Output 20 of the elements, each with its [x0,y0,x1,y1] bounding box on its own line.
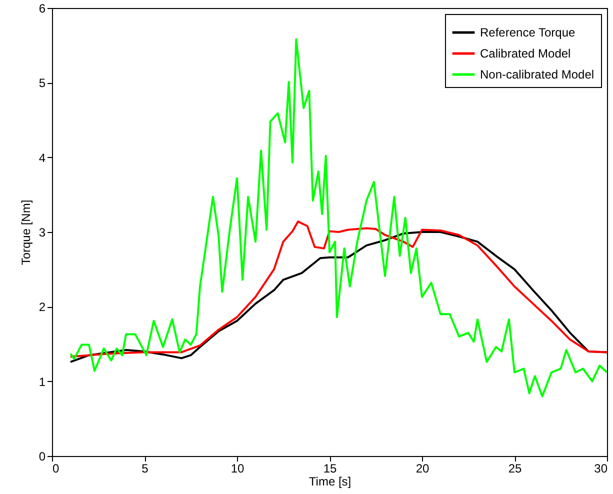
y-tick-label: 0 [38,450,46,464]
x-tick-label: 30 [594,462,608,476]
line-series [70,38,607,398]
x-axis-title: Time [s] [308,474,352,488]
y-tick-label: 2 [38,300,46,314]
y-axis-title: Torque [Nm] [18,200,33,266]
x-tick-label: 15 [323,462,337,476]
legend-label: Non-calibrated Model [480,68,594,82]
legend-label: Calibrated Model [480,46,571,60]
y-tick-label: 1 [38,374,46,389]
x-tick-label: 10 [230,462,244,476]
y-tick-label: 4 [38,150,46,165]
y-tick-label: 5 [38,76,46,90]
x-tick-label: 20 [416,462,430,476]
legend-label: Reference Torque [480,26,576,40]
x-tick-label: 0 [52,462,60,476]
y-tick-label: 6 [38,2,46,16]
x-tick-label: 25 [508,462,522,476]
x-tick-label: 5 [142,462,149,476]
y-tick-label: 3 [38,226,46,240]
